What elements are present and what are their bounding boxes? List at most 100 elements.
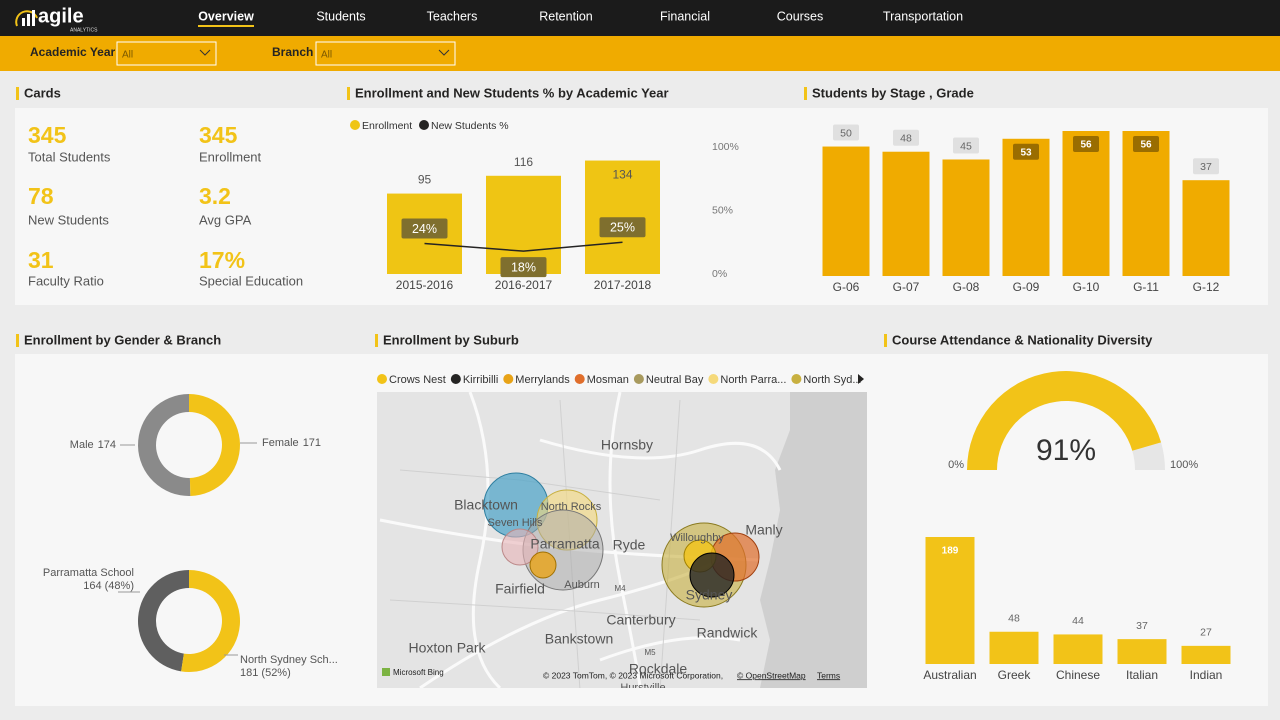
data-label: 25%: [610, 221, 635, 235]
map-place: Auburn: [564, 579, 599, 591]
dropdown[interactable]: [315, 41, 456, 66]
y2-tick-label: 0%: [712, 268, 727, 280]
nav-tab[interactable]: Students: [316, 9, 365, 23]
gauge-value: [967, 370, 1162, 470]
data-label: 53: [1020, 147, 1032, 158]
x-tick-label: G-07: [893, 280, 920, 294]
filter-label: Academic Year: [30, 45, 116, 59]
map-place: Hornsby: [601, 437, 653, 453]
card-value: 17%: [199, 247, 245, 273]
map-place: M4: [614, 584, 626, 593]
slice-value: 181 (52%): [240, 667, 291, 679]
panel-title: Course Attendance & Nationality Diversit…: [892, 332, 1153, 347]
map-place: Ryde: [613, 537, 646, 553]
map-scroll-arrow[interactable]: [858, 374, 864, 384]
data-label: 50: [840, 127, 852, 139]
x-tick-label: Chinese: [1056, 668, 1100, 682]
label-box: [1193, 158, 1219, 175]
map-place: Willoughby: [670, 532, 724, 544]
x-tick-label: 2015-2016: [396, 278, 454, 292]
bar: [1062, 131, 1110, 276]
map-place: Fairfield: [495, 581, 545, 597]
card-value: 78: [28, 183, 54, 209]
donut-slice: [189, 394, 240, 496]
gauge-track: [1132, 442, 1165, 470]
nav-tab[interactable]: Courses: [777, 9, 824, 23]
legend-marker: [503, 374, 514, 384]
map-place: Manly: [745, 522, 782, 538]
map-attribution: © OpenStreetMap: [737, 670, 806, 680]
card-label: Enrollment: [199, 149, 262, 164]
dropdown-value: All: [321, 50, 332, 61]
map-place: Seven Hills: [487, 517, 543, 529]
nav-bar: [0, 0, 1280, 36]
legend-marker: [574, 374, 585, 384]
x-tick-label: G-08: [953, 280, 980, 294]
data-label: 95: [418, 173, 432, 187]
card-label: Avg GPA: [199, 212, 252, 227]
bar: [1182, 180, 1230, 276]
nav-tab[interactable]: Transportation: [883, 9, 963, 23]
bar: [1053, 634, 1103, 664]
data-label: 48: [1008, 613, 1020, 625]
logo-sub: ANALYTICS: [70, 27, 98, 33]
card-label: Special Education: [199, 273, 303, 288]
slice-label: Male 174: [70, 439, 116, 451]
data-label: 56: [1140, 140, 1152, 151]
card-value: 3.2: [199, 183, 231, 209]
dropdown[interactable]: [116, 41, 217, 66]
slice-value: 164 (48%): [83, 580, 134, 592]
filter-bar: [0, 36, 1280, 71]
nav-tab[interactable]: Teachers: [427, 9, 478, 23]
map-attribution: © 2023 TomTom, © 2023 Microsoft Corporat…: [543, 670, 723, 680]
nav-tab[interactable]: Financial: [660, 9, 710, 23]
panel-title: Students by Stage , Grade: [812, 85, 974, 100]
filter-label: Branch: [272, 45, 313, 59]
label-box: [1073, 136, 1099, 152]
map[interactable]: Hornsby Blacktown Seven Hills North Rocks Pa…: [377, 392, 867, 694]
data-label: 18%: [511, 260, 536, 274]
bar: [925, 537, 975, 664]
x-tick-label: G-12: [1193, 280, 1220, 294]
legend-label: North Syd...: [803, 374, 861, 386]
title-bar: [16, 334, 19, 347]
nav-tab[interactable]: Retention: [539, 9, 593, 23]
map-place: Randwick: [697, 625, 759, 641]
title-bar: [347, 87, 350, 100]
y2-tick-label: 50%: [712, 204, 733, 216]
map-place: North Rocks: [541, 501, 602, 513]
panel-title: Enrollment by Suburb: [383, 332, 519, 347]
map-place: Canterbury: [606, 612, 675, 628]
legend-marker: [791, 374, 802, 384]
dropdown-chevron: [199, 49, 211, 56]
bar: [1122, 131, 1170, 276]
label-box: [1133, 136, 1159, 152]
data-label: 44: [1072, 615, 1084, 627]
map-place: Hoxton Park: [408, 640, 486, 656]
donut-slice: [137, 394, 191, 497]
map-attribution: Microsoft Bing: [393, 668, 444, 677]
title-bar: [375, 334, 378, 347]
legend-marker: [708, 374, 719, 384]
map-sea: [760, 392, 867, 688]
panel-titles: Cards Enrollment and New Students % by A…: [16, 85, 1153, 347]
bing-logo: [382, 668, 390, 676]
map-place: Parramatta: [530, 536, 599, 552]
map-place: Blacktown: [454, 497, 518, 513]
card-label: Faculty Ratio: [28, 273, 104, 288]
card-value: 345: [28, 122, 67, 148]
data-label: 56: [1080, 140, 1092, 151]
bar: [1181, 645, 1231, 664]
nav-tab[interactable]: Overview: [198, 9, 254, 23]
bar: [942, 159, 990, 276]
legend-label: North Parra...: [720, 374, 786, 386]
card-label: New Students: [28, 212, 109, 227]
legend-arrow[interactable]: [858, 374, 864, 384]
line: [424, 241, 623, 252]
data-label: 116: [514, 155, 533, 169]
logo-icon: [15, 10, 38, 27]
x-tick-label: G-10: [1073, 280, 1100, 294]
legend-marker: [450, 374, 461, 384]
gauge-max: 100%: [1170, 459, 1198, 471]
